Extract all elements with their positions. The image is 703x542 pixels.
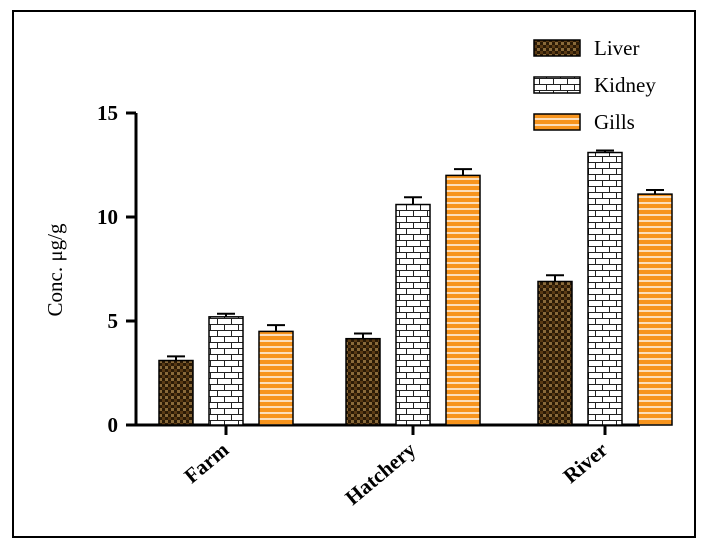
legend-swatch — [533, 113, 581, 131]
y-tick-label: 10 — [97, 205, 118, 229]
bar-gills-river — [637, 193, 673, 426]
bar-kidney-hatchery — [395, 203, 431, 426]
y-axis-label: Conc. μg/g — [43, 223, 67, 316]
figure-frame — [12, 10, 696, 538]
x-ticks: Farm Hatchery River — [179, 425, 612, 510]
legend-label: Kidney — [594, 73, 656, 97]
bar-kidney-farm — [208, 316, 244, 426]
bar-liver-river — [537, 280, 573, 426]
legend-label: Liver — [594, 36, 639, 60]
y-tick-label: 5 — [108, 309, 119, 333]
y-tick-label: 0 — [108, 413, 119, 437]
legend-swatch — [533, 76, 581, 94]
bar-liver-farm — [158, 359, 194, 426]
legend-swatch — [533, 39, 581, 57]
y-tick-label: 15 — [97, 101, 118, 125]
bar-gills-farm — [258, 330, 294, 426]
x-tick-label: Farm — [179, 437, 233, 488]
legend-label: Gills — [594, 110, 635, 134]
x-tick-label: River — [558, 437, 612, 488]
bar-gills-hatchery — [445, 174, 481, 426]
y-ticks: 0 5 10 15 — [97, 101, 136, 437]
bar-liver-hatchery — [345, 337, 381, 426]
legend: Liver Kidney Gills — [533, 36, 656, 134]
bar-kidney-river — [587, 151, 623, 426]
bars — [158, 149, 673, 426]
x-tick-label: Hatchery — [340, 437, 420, 510]
